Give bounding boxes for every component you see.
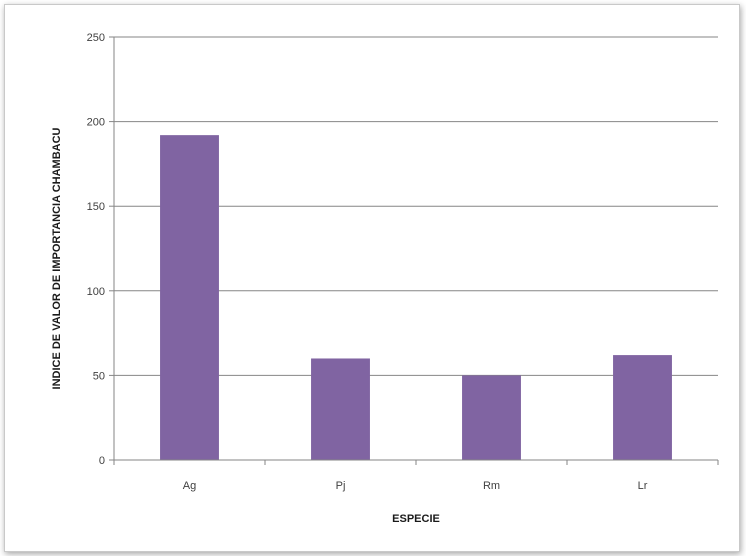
x-axis-title: ESPECIE <box>392 513 440 525</box>
bars <box>160 135 672 461</box>
y-tick-label: 200 <box>87 117 105 129</box>
y-tick-label: 250 <box>87 32 105 44</box>
y-tick-label: 100 <box>87 286 105 298</box>
y-axis-title: INDICE DE VALOR DE IMPORTANCIA CHAMBACU <box>51 127 63 389</box>
x-tick-label: Rm <box>483 480 500 492</box>
y-tick-label: 50 <box>93 370 105 382</box>
bar-ag <box>160 135 219 461</box>
y-tick-label: 150 <box>87 201 105 213</box>
x-tick-labels: Ag Pj Rm Lr <box>183 480 648 492</box>
bar-lr <box>613 355 672 460</box>
y-tick-labels: 0 50 100 150 200 250 <box>87 32 105 467</box>
chart-frame: 0 50 100 150 200 250 Ag Pj Rm Lr INDICE DE VALOR… <box>4 4 740 552</box>
x-tick-label: Lr <box>638 480 648 492</box>
bar-rm <box>462 375 521 460</box>
x-tick-label: Ag <box>183 480 196 492</box>
bar-pj <box>311 358 370 460</box>
x-tick-label: Pj <box>336 480 346 492</box>
y-tick-label: 0 <box>99 455 105 467</box>
axes <box>109 36 719 465</box>
bar-chart: 0 50 100 150 200 250 Ag Pj Rm Lr INDICE DE VALOR… <box>51 32 719 525</box>
